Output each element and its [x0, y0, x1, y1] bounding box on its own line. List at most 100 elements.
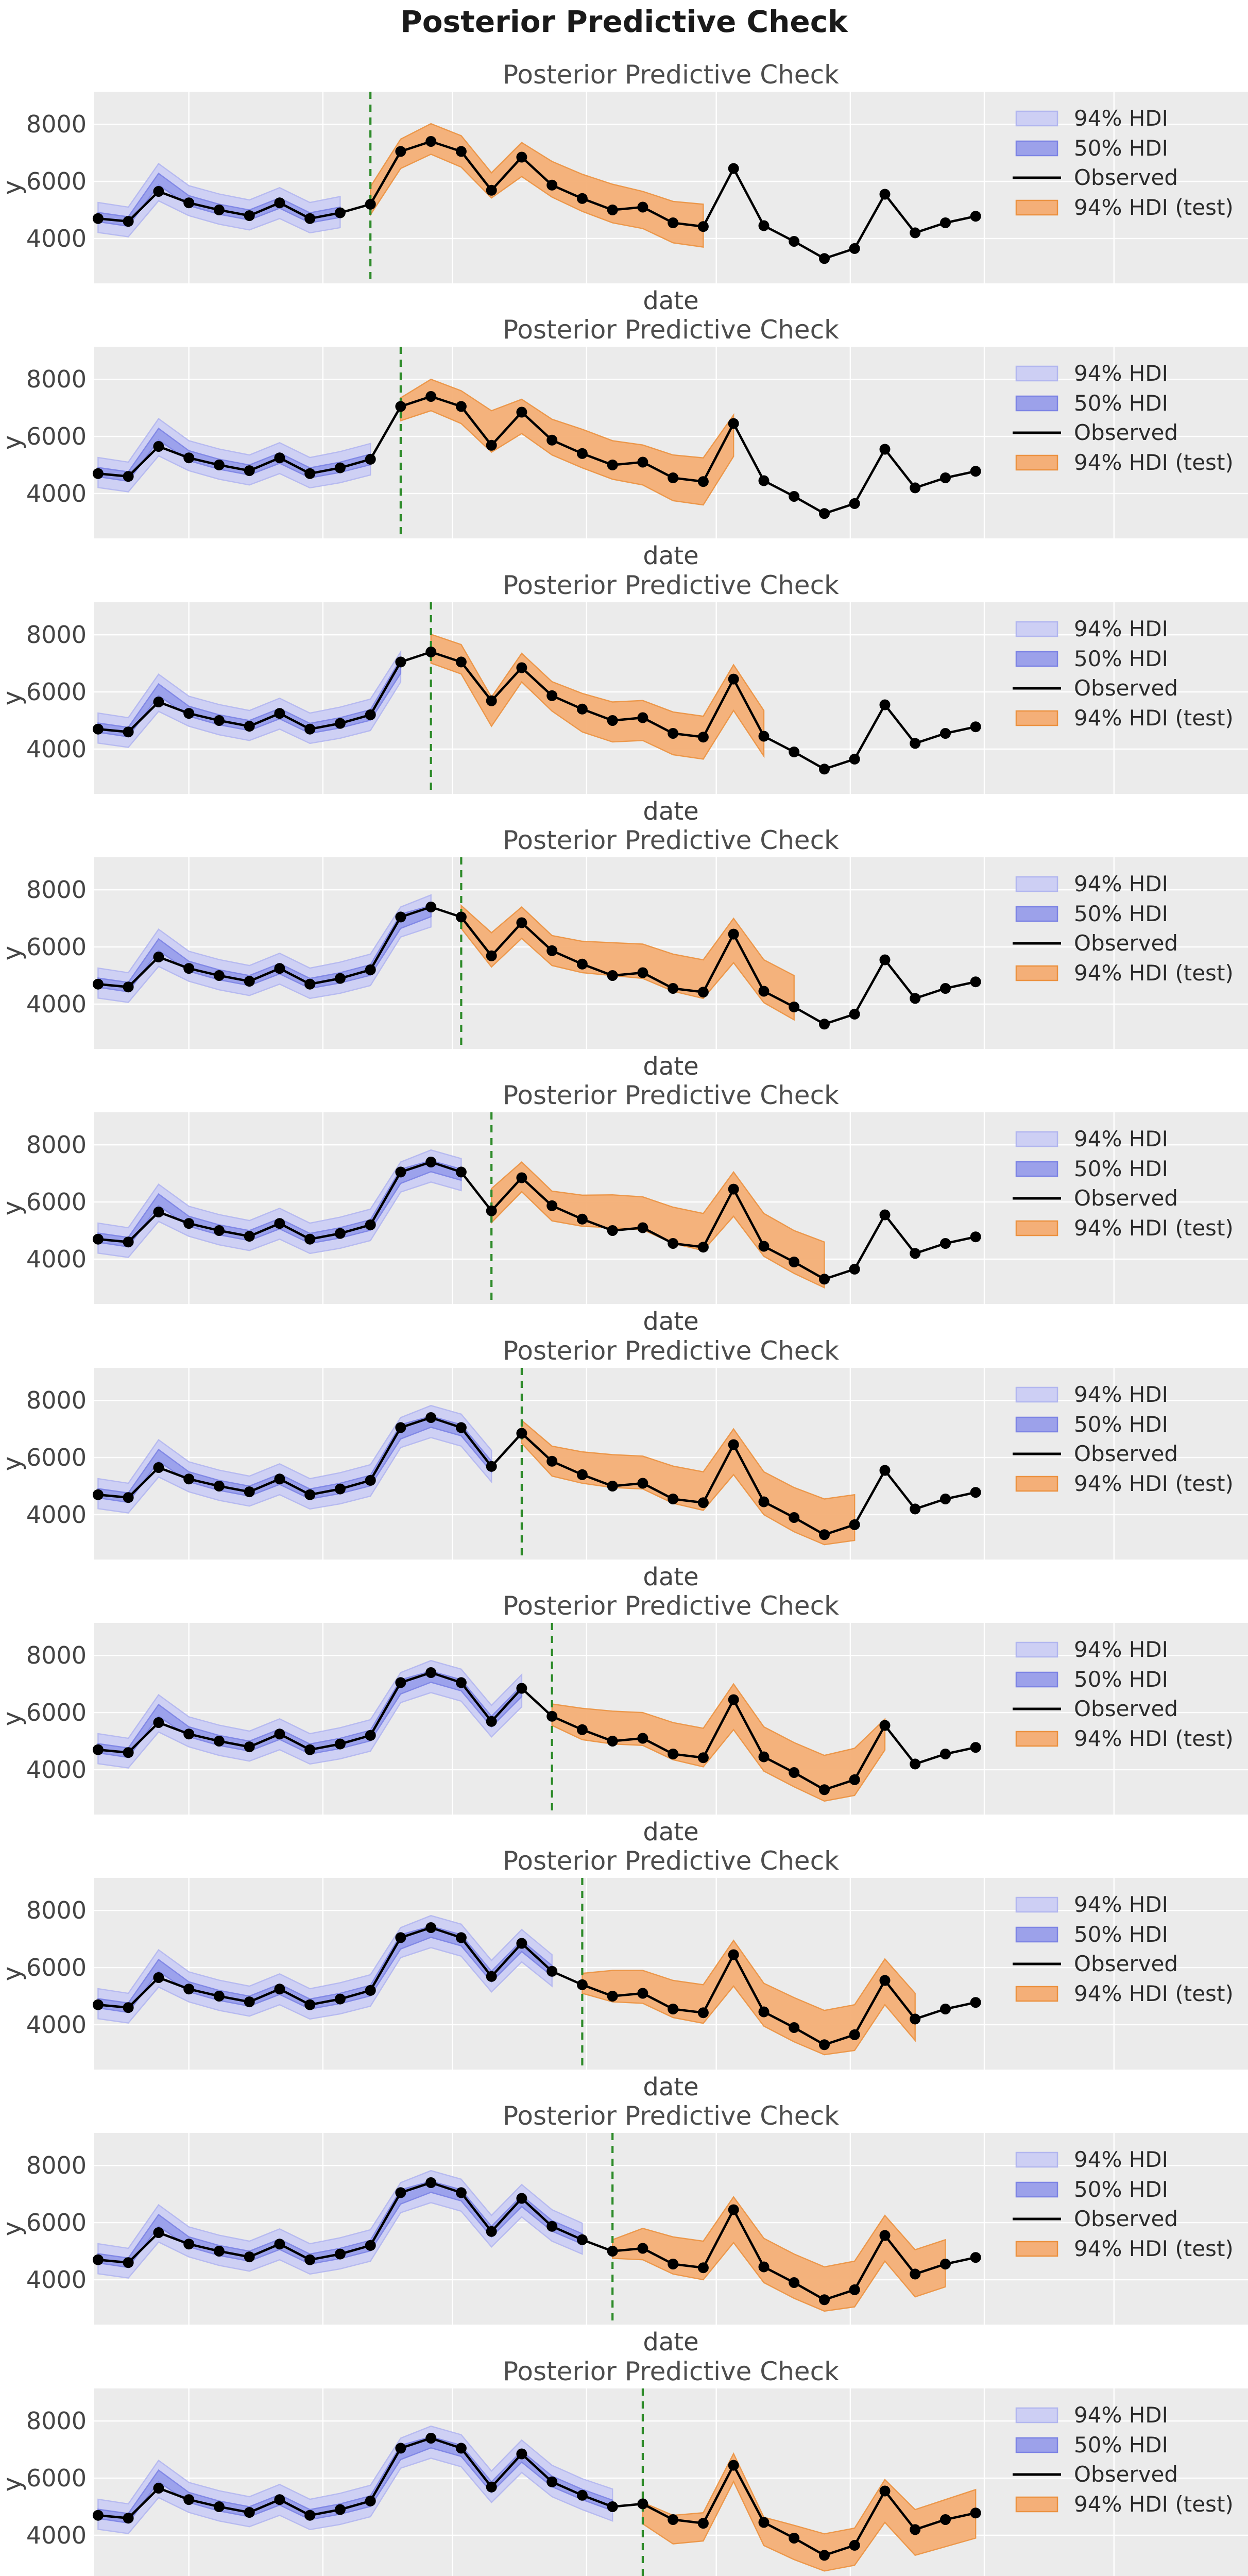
- legend-patch-swatch: [1015, 651, 1058, 667]
- observed-point: [849, 1008, 860, 1020]
- legend-entry-observed: Observed: [1013, 165, 1178, 190]
- legend-label: Observed: [1074, 420, 1178, 445]
- observed-point: [304, 1744, 316, 1755]
- observed-point: [365, 454, 376, 465]
- observed-point: [879, 699, 891, 710]
- observed-point: [213, 205, 225, 215]
- observed-point: [123, 1747, 134, 1758]
- legend-label: 50% HDI: [1074, 2432, 1168, 2458]
- observed-point: [365, 964, 376, 975]
- observed-point: [970, 1741, 981, 1753]
- x-axis-label: date: [643, 1818, 698, 1846]
- observed-point: [244, 975, 255, 987]
- observed-point: [486, 2226, 497, 2238]
- ppc-subplot-5: Posterior Predictive Check 4000 6000 8000 y 9…: [0, 1081, 1248, 1336]
- observed-point: [728, 1183, 739, 1195]
- observed-point: [940, 1748, 951, 1759]
- observed-point: [697, 1497, 709, 1508]
- observed-point: [395, 2443, 406, 2454]
- legend-entry-observed: Observed: [1013, 420, 1178, 445]
- observed-point: [668, 472, 679, 484]
- observed-point: [92, 2510, 104, 2521]
- observed-point: [637, 2243, 648, 2254]
- observed-point: [758, 475, 770, 486]
- legend-entry-50-hdi: 50% HDI: [1015, 391, 1168, 416]
- legend: 94% HDI 50% HDI Observed 94% HDI (test): [1013, 361, 1234, 475]
- observed-point: [789, 2022, 800, 2033]
- hdi-test-band: [460, 904, 795, 1021]
- legend-entry-94-hdi: 94% HDI: [1015, 1126, 1168, 1151]
- observed-point: [455, 2187, 467, 2198]
- observed-point: [425, 1412, 437, 1423]
- observed-point: [183, 197, 195, 209]
- observed-point: [486, 1461, 497, 1472]
- observed-point: [274, 1728, 285, 1739]
- y-tick-label: 6000: [26, 2464, 87, 2492]
- observed-point: [123, 1236, 134, 1248]
- observed-point: [819, 2294, 830, 2306]
- legend-patch-swatch: [1015, 876, 1058, 892]
- y-tick-label: 4000: [26, 2011, 87, 2039]
- ppc-subplot-7: Posterior Predictive Check 4000 6000 8000 y 9…: [0, 1592, 1248, 1846]
- ppc-subplot-1: Posterior Predictive Check 4000 6000 8000 y 9…: [0, 61, 1248, 315]
- observed-point: [244, 2251, 255, 2263]
- legend-entry-94-hdi-test-: 94% HDI (test): [1015, 705, 1234, 731]
- observed-point: [153, 951, 164, 962]
- x-axis-label: date: [643, 2328, 698, 2357]
- observed-point: [758, 731, 770, 742]
- subplot-title: Posterior Predictive Check: [503, 1592, 839, 1621]
- y-tick-label: 6000: [26, 2209, 87, 2236]
- y-tick-label: 4000: [26, 1756, 87, 1784]
- observed-point: [334, 1738, 346, 1750]
- legend-label: 50% HDI: [1074, 391, 1168, 416]
- legend-entry-50-hdi: 50% HDI: [1015, 1156, 1168, 1181]
- observed-point: [668, 727, 679, 739]
- observed-point: [607, 1480, 618, 1492]
- y-axis-label: y: [0, 180, 27, 195]
- hdi-94-band: [97, 1404, 492, 1514]
- observed-point: [728, 163, 739, 174]
- observed-point: [365, 1985, 376, 1996]
- observed-point: [183, 963, 195, 974]
- observed-point: [123, 1492, 134, 1503]
- observed-point: [274, 707, 285, 719]
- observed-point: [274, 197, 285, 209]
- observed-point: [668, 1238, 679, 1249]
- observed-point: [365, 2240, 376, 2251]
- observed-point: [213, 2501, 225, 2512]
- observed-point: [637, 201, 648, 213]
- legend-patch-swatch: [1015, 906, 1058, 922]
- y-tick-label: 6000: [26, 167, 87, 195]
- observed-point: [213, 2246, 225, 2257]
- legend-label: 50% HDI: [1074, 2177, 1168, 2202]
- ppc-subplot-8: Posterior Predictive Check 4000 6000 8000 y 9…: [0, 1847, 1248, 2102]
- observed-point: [819, 508, 830, 519]
- subplot-title: Posterior Predictive Check: [503, 1847, 839, 1876]
- legend-patch-swatch: [1015, 140, 1058, 157]
- observed-point: [940, 472, 951, 484]
- legend-entry-94-hdi-test-: 94% HDI (test): [1015, 2492, 1234, 2517]
- observed-point: [213, 1991, 225, 2002]
- observed-point: [304, 2510, 316, 2521]
- observed-point: [244, 2506, 255, 2518]
- hdi-test-band: [370, 123, 704, 248]
- observed-point: [92, 978, 104, 990]
- x-axis-label: date: [643, 1052, 698, 1081]
- observed-point: [455, 2443, 467, 2454]
- y-tick-label: 4000: [26, 225, 87, 252]
- observed-point: [668, 217, 679, 228]
- observed-point: [697, 987, 709, 998]
- legend-patch-swatch: [1015, 621, 1058, 637]
- observed-point: [425, 1667, 437, 1678]
- observed-point: [637, 1478, 648, 1488]
- observed-point: [455, 1421, 467, 1433]
- observed-point: [213, 970, 225, 981]
- y-tick-label: 4000: [26, 2521, 87, 2549]
- observed-point: [516, 406, 527, 418]
- legend-entry-94-hdi: 94% HDI: [1015, 361, 1168, 386]
- observed-point: [576, 448, 588, 460]
- legend-patch-swatch: [1015, 965, 1058, 981]
- observed-point: [516, 1938, 527, 1949]
- observed-point: [455, 1677, 467, 1688]
